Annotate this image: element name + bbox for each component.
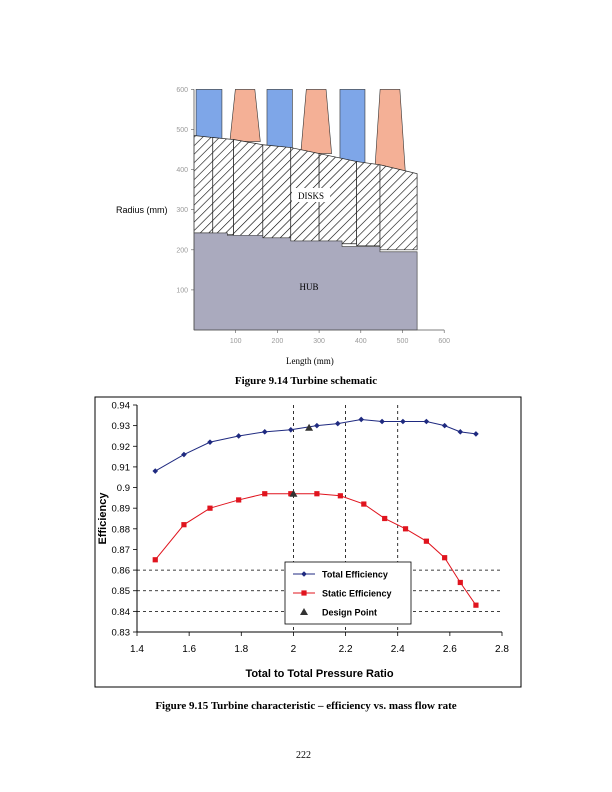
efficiency-chart-caption: Figure 9.15 Turbine characteristic – eff… — [155, 700, 457, 712]
y-tick-label: 0.87 — [112, 545, 131, 556]
schematic-x-axis-label: Length (mm) — [286, 356, 334, 366]
data-point — [382, 515, 388, 522]
chart-frame — [94, 396, 522, 688]
data-point — [152, 468, 159, 474]
disks-label-box — [292, 188, 330, 202]
data-point — [305, 423, 314, 431]
data-point — [207, 439, 213, 445]
data-point — [181, 522, 187, 528]
y-tick-label: 0.92 — [112, 442, 131, 453]
data-point — [288, 491, 294, 497]
stator-blade — [195, 89, 223, 139]
data-point — [442, 555, 448, 561]
hub-region — [193, 232, 418, 331]
schematic-y-axis-label: Radius (mm) — [116, 205, 168, 215]
page-number: 222 — [296, 750, 311, 761]
stator-blade — [266, 89, 293, 150]
data-point — [181, 451, 187, 458]
legend-marker — [301, 571, 307, 577]
y-tick-label: 0.94 — [112, 401, 131, 412]
disk-section — [262, 144, 292, 241]
data-point — [358, 416, 365, 423]
efficiency-chart: 0.83 0.84 0.85 0.86 0.87 0.88 0.89 0.9 0.91 0.92 0… — [94, 396, 522, 688]
disk-section — [356, 161, 381, 247]
data-point — [152, 557, 158, 563]
disk-section — [233, 139, 264, 238]
data-point — [441, 422, 448, 429]
schematic-y-tick-label: 100 — [176, 287, 188, 294]
disks-label: DISKS — [298, 191, 324, 201]
rotor-blade — [300, 89, 332, 154]
x-tick-label: 1.6 — [182, 644, 196, 655]
data-point — [361, 501, 367, 507]
schematic-x-tick-label: 500 — [397, 338, 409, 345]
schematic-y-tick-label: 500 — [176, 127, 188, 134]
data-point — [423, 538, 429, 544]
disk-section — [379, 164, 418, 251]
y-tick-label: 0.85 — [112, 586, 131, 597]
series-design-point — [289, 423, 314, 497]
schematic-x-tick-label: 600 — [438, 338, 450, 345]
stator-blade — [339, 89, 366, 166]
legend-marker — [300, 608, 308, 615]
x-tick-label: 2.8 — [495, 644, 509, 655]
y-axis-title: Efficiency — [97, 492, 109, 545]
series-static-efficiency — [152, 491, 479, 608]
rotor-blade — [374, 89, 406, 174]
x-tick-label: 2.4 — [391, 644, 405, 655]
schematic-y-tick-label: 400 — [176, 167, 188, 174]
x-axis-title: Total to Total Pressure Ratio — [245, 668, 393, 680]
y-tick-label: 0.9 — [117, 483, 130, 494]
data-point — [334, 420, 341, 427]
data-point — [289, 489, 298, 497]
disk-section — [212, 137, 234, 235]
data-point — [473, 602, 479, 608]
data-point — [235, 433, 242, 439]
disk-section — [193, 135, 214, 234]
y-tick-label: 0.84 — [112, 607, 131, 618]
y-tick-label: 0.86 — [112, 566, 131, 577]
data-point — [314, 491, 320, 497]
data-point — [337, 493, 343, 499]
schematic-y-tick-label: 300 — [176, 207, 188, 214]
schematic-x-tick-label: 100 — [230, 338, 242, 345]
data-point — [288, 426, 294, 433]
schematic-x-tick-label: 400 — [355, 338, 367, 345]
turbine-schematic: 100 200 300 400 500 600 100 200 300 400 500 600 DISK… — [176, 87, 450, 345]
data-point — [457, 429, 464, 435]
data-point — [236, 497, 242, 503]
x-tick-label: 2.2 — [339, 644, 353, 655]
y-tick-label: 0.89 — [112, 504, 131, 515]
data-point — [262, 491, 268, 497]
data-point — [402, 526, 409, 532]
hub-label: HUB — [299, 282, 318, 292]
legend-label: Total Efficiency — [322, 570, 388, 580]
schematic-x-tick-label: 300 — [313, 338, 325, 345]
data-point — [473, 431, 479, 437]
x-tick-label: 2.6 — [443, 644, 457, 655]
data-point — [379, 418, 385, 425]
x-tick-label: 1.8 — [234, 644, 248, 655]
data-point — [423, 418, 430, 425]
y-tick-label: 0.88 — [112, 524, 131, 535]
x-tick-label: 1.4 — [130, 644, 144, 655]
series-total-efficiency — [152, 416, 479, 474]
data-point — [261, 429, 268, 435]
y-tick-label: 0.83 — [112, 628, 131, 639]
data-point — [314, 422, 320, 429]
schematic-caption: Figure 9.14 Turbine schematic — [234, 375, 378, 387]
x-tick-label: 2 — [291, 644, 297, 655]
schematic-x-tick-label: 200 — [272, 338, 284, 345]
legend-label: Static Efficiency — [322, 589, 392, 599]
schematic-y-tick-label: 600 — [176, 87, 188, 94]
data-point — [207, 505, 213, 511]
legend-label: Design Point — [322, 608, 377, 618]
data-point — [457, 579, 463, 586]
schematic-y-tick-label: 200 — [176, 247, 188, 254]
y-tick-label: 0.93 — [112, 421, 131, 432]
legend-marker — [301, 590, 307, 596]
y-tick-label: 0.91 — [112, 462, 131, 473]
rotor-blade — [229, 89, 261, 142]
data-point — [400, 418, 406, 425]
